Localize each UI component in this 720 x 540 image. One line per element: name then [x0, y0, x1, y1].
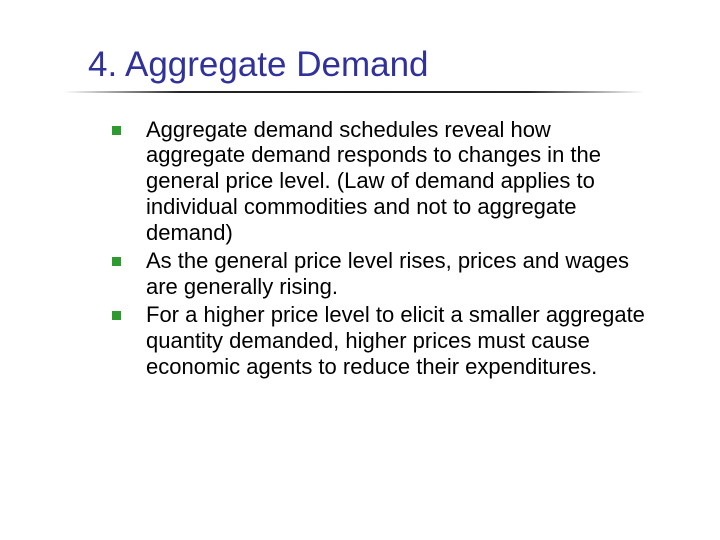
title-underline: [64, 91, 644, 93]
list-item: As the general price level rises, prices…: [112, 248, 652, 300]
bullet-text: As the general price level rises, prices…: [146, 248, 629, 299]
square-bullet-icon: [112, 311, 121, 320]
bullet-text: For a higher price level to elicit a sma…: [146, 302, 645, 379]
list-item: For a higher price level to elicit a sma…: [112, 302, 652, 380]
square-bullet-icon: [112, 126, 121, 135]
bullet-list: Aggregate demand schedules reveal how ag…: [112, 117, 652, 381]
slide: 4. Aggregate Demand Aggregate demand sch…: [0, 0, 720, 540]
bullet-text: Aggregate demand schedules reveal how ag…: [146, 117, 601, 246]
slide-title: 4. Aggregate Demand: [88, 46, 660, 85]
list-item: Aggregate demand schedules reveal how ag…: [112, 117, 652, 247]
square-bullet-icon: [112, 257, 121, 266]
